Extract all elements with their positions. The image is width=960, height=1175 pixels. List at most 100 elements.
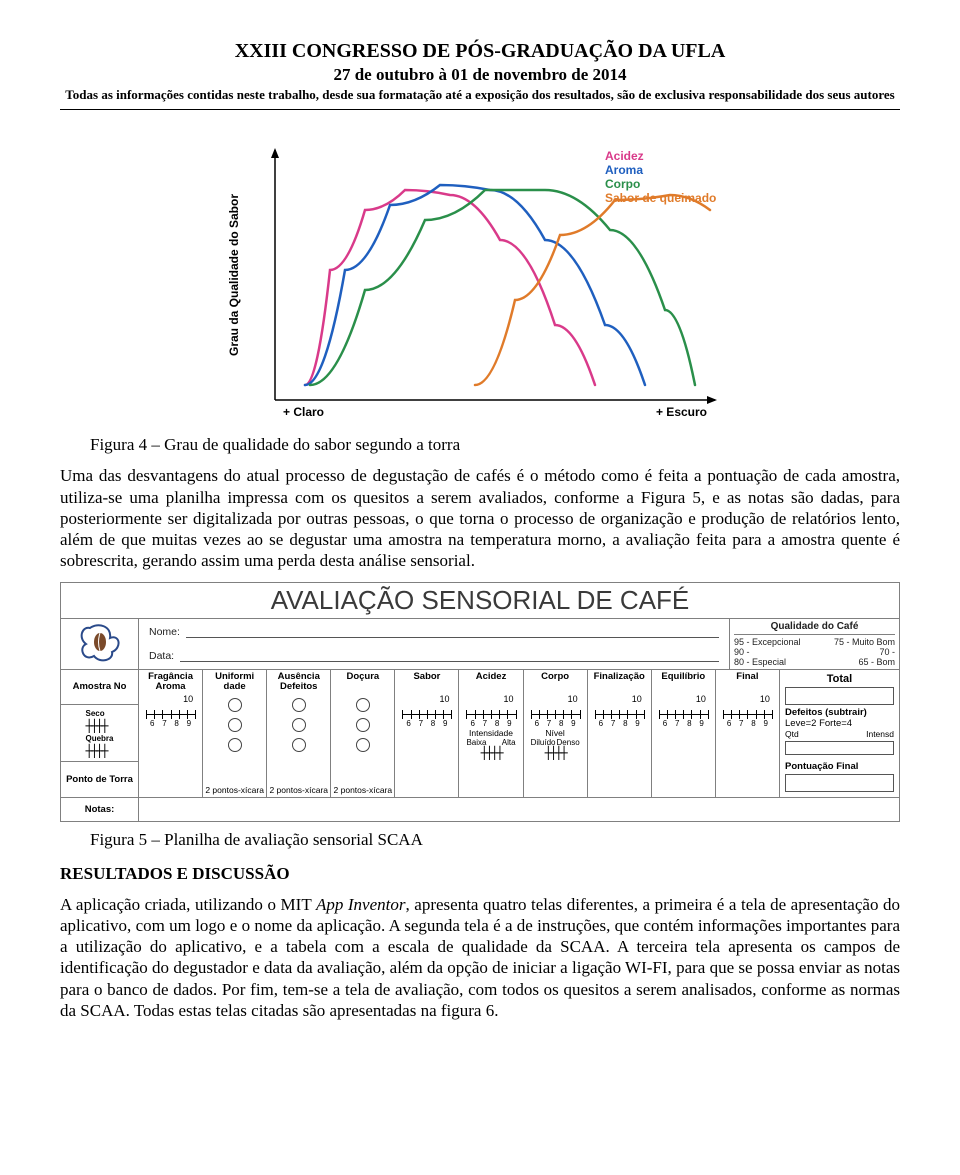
criterion-sabor: Sabor10 6789 bbox=[395, 670, 459, 797]
seco-label: Seco bbox=[85, 709, 104, 718]
criterion-final: Final10 6789 bbox=[716, 670, 779, 797]
final-score-label: Pontuação Final bbox=[785, 761, 894, 772]
notes-label: Notas: bbox=[61, 798, 139, 821]
p2-a: A aplicação criada, utilizando o MIT bbox=[60, 895, 316, 914]
aroma-mini-col: Seco ┼┼┼┼ Quebra ┼┼┼┼ bbox=[61, 705, 138, 762]
criterion-name: Fragância Aroma bbox=[142, 672, 199, 694]
criterion-name: Doçura bbox=[334, 672, 391, 694]
criterion-acidez: Acidez106789IntensidadeBaixaAlta┼┼┼┼ bbox=[459, 670, 523, 797]
intensity-tally[interactable]: ┼┼┼┼ bbox=[462, 747, 519, 759]
svg-text:Aroma: Aroma bbox=[605, 163, 643, 177]
data-label: Data: bbox=[149, 650, 174, 662]
evaluation-sheet: AVALIAÇÃO SENSORIAL DE CAFÉ Nome: Data: … bbox=[60, 582, 900, 822]
criterion-name: Final bbox=[719, 672, 776, 694]
criterion-equilíbrio: Equilíbrio106789 bbox=[652, 670, 716, 797]
paragraph-2: A aplicação criada, utilizando o MIT App… bbox=[60, 894, 900, 1022]
cup-circles[interactable] bbox=[334, 698, 391, 752]
quality-line: 80 - Especial65 - Bom bbox=[734, 657, 895, 667]
header-subtitle: 27 de outubro à 01 de novembro de 2014 bbox=[60, 65, 900, 85]
roast-quality-chart: Grau da Qualidade do Sabor + Claro + Escur… bbox=[220, 130, 740, 420]
nome-label: Nome: bbox=[149, 626, 180, 638]
eval-title: AVALIAÇÃO SENSORIAL DE CAFÉ bbox=[61, 583, 899, 618]
criterion-ausência-defeitos: Ausência Defeitos 2 pontos-xícara bbox=[267, 670, 331, 797]
paragraph-1: Uma das desvantagens do atual processo d… bbox=[60, 465, 900, 571]
score-slider[interactable]: 6789 bbox=[659, 714, 708, 728]
criterion-name: Equilíbrio bbox=[655, 672, 712, 694]
ponto-torra-label: Ponto de Torra bbox=[61, 762, 138, 797]
criteria-left-header: Amostra No Seco ┼┼┼┼ Quebra ┼┼┼┼ Ponto d… bbox=[61, 670, 139, 797]
notes-space[interactable] bbox=[139, 798, 899, 821]
quality-line: 90 -70 - bbox=[734, 647, 895, 657]
total-box[interactable] bbox=[785, 687, 894, 705]
criterion-footer: 2 pontos-xícara bbox=[203, 785, 266, 795]
criterion-corpo: Corpo106789NívelDiluídoDenso┼┼┼┼ bbox=[524, 670, 588, 797]
quebra-tally: ┼┼┼┼ bbox=[85, 745, 106, 757]
score-slider[interactable]: 6789 bbox=[595, 714, 644, 728]
criterion-doçura: Doçura 2 pontos-xícara bbox=[331, 670, 395, 797]
intensity-tally[interactable]: ┼┼┼┼ bbox=[527, 747, 584, 759]
svg-text:Grau da Qualidade do Sabor: Grau da Qualidade do Sabor bbox=[227, 194, 241, 356]
criterion-name: Finalização bbox=[591, 672, 648, 694]
p2-b: App Inventor bbox=[316, 895, 406, 914]
intensity-label: Nível bbox=[527, 728, 584, 738]
criterion-finalização: Finalização10 6789 bbox=[588, 670, 652, 797]
intens-label: Intensd bbox=[866, 729, 894, 739]
quality-line: 95 - Excepcional75 - Muito Bom bbox=[734, 637, 895, 647]
total-title: Total bbox=[785, 673, 894, 685]
defects-box[interactable] bbox=[785, 741, 894, 755]
data-field[interactable] bbox=[180, 650, 719, 662]
eval-meta: Nome: Data: bbox=[139, 619, 729, 669]
defects-label: Defeitos (subtrair) bbox=[785, 707, 894, 718]
quality-title: Qualidade do Café bbox=[734, 621, 895, 635]
qtd-label: Qtd bbox=[785, 729, 799, 739]
criterion-uniformi-dade: Uniformi dade 2 pontos-xícara bbox=[203, 670, 267, 797]
criterion-max: 10 bbox=[527, 694, 584, 704]
criterion-name: Ausência Defeitos bbox=[270, 672, 327, 694]
criterion-max: 10 bbox=[719, 694, 776, 704]
criterion-name: Acidez bbox=[462, 672, 519, 694]
criterion-name: Corpo bbox=[527, 672, 584, 694]
svg-text:Corpo: Corpo bbox=[605, 177, 640, 191]
eval-meta-row: Nome: Data: Qualidade do Café 95 - Excep… bbox=[61, 618, 899, 669]
criterion-max: 10 bbox=[398, 694, 455, 704]
seco-tally: ┼┼┼┼ bbox=[85, 720, 106, 732]
figure-4-chart: Grau da Qualidade do Sabor + Claro + Escur… bbox=[60, 130, 900, 425]
svg-text:+ Escuro: + Escuro bbox=[656, 405, 707, 419]
intensity-label: Intensidade bbox=[462, 728, 519, 738]
figure-4-caption: Figura 4 – Grau de qualidade do sabor se… bbox=[90, 435, 900, 455]
score-slider[interactable]: 6789 bbox=[531, 714, 580, 728]
scaa-logo-icon bbox=[70, 620, 130, 668]
score-slider[interactable]: 6789 bbox=[723, 714, 772, 728]
criterion-fragância-aroma: Fragância Aroma106789 bbox=[139, 670, 203, 797]
criterion-footer: 2 pontos-xícara bbox=[267, 785, 330, 795]
header-title: XXIII CONGRESSO DE PÓS-GRADUAÇÃO DA UFLA bbox=[60, 40, 900, 63]
figure-5-caption: Figura 5 – Planilha de avaliação sensori… bbox=[90, 830, 900, 850]
svg-text:Acidez: Acidez bbox=[605, 149, 644, 163]
amostra-no-label: Amostra No bbox=[61, 670, 138, 706]
criteria-columns: Fragância Aroma106789Uniformi dade2 pont… bbox=[139, 670, 779, 797]
nome-field[interactable] bbox=[186, 626, 719, 638]
quality-scale-box: Qualidade do Café 95 - Excepcional75 - M… bbox=[729, 619, 899, 669]
svg-text:Sabor de queimado: Sabor de queimado bbox=[605, 191, 716, 205]
cup-circles[interactable] bbox=[206, 698, 263, 752]
criterion-name: Sabor bbox=[398, 672, 455, 694]
header-rule bbox=[60, 109, 900, 110]
criteria-row: Amostra No Seco ┼┼┼┼ Quebra ┼┼┼┼ Ponto d… bbox=[61, 669, 899, 797]
final-score-box[interactable] bbox=[785, 774, 894, 792]
score-slider[interactable]: 6789 bbox=[466, 714, 515, 728]
eval-footer-row: Notas: bbox=[61, 797, 899, 821]
header-note: Todas as informações contidas neste trab… bbox=[60, 87, 900, 103]
quebra-label: Quebra bbox=[85, 734, 113, 743]
page-header: XXIII CONGRESSO DE PÓS-GRADUAÇÃO DA UFLA… bbox=[60, 40, 900, 103]
criterion-name: Uniformi dade bbox=[206, 672, 263, 694]
total-column: Total Defeitos (subtrair) Leve=2 Forte=4… bbox=[779, 670, 899, 797]
score-slider[interactable]: 6789 bbox=[402, 714, 451, 728]
scaa-logo bbox=[61, 619, 139, 669]
svg-text:+ Claro: + Claro bbox=[283, 405, 324, 419]
page-root: XXIII CONGRESSO DE PÓS-GRADUAÇÃO DA UFLA… bbox=[0, 0, 960, 1071]
results-heading: RESULTADOS E DISCUSSÃO bbox=[60, 864, 900, 884]
score-slider[interactable]: 6789 bbox=[146, 714, 195, 728]
criterion-footer: 2 pontos-xícara bbox=[331, 785, 394, 795]
cup-circles[interactable] bbox=[270, 698, 327, 752]
criterion-max: 10 bbox=[591, 694, 648, 704]
